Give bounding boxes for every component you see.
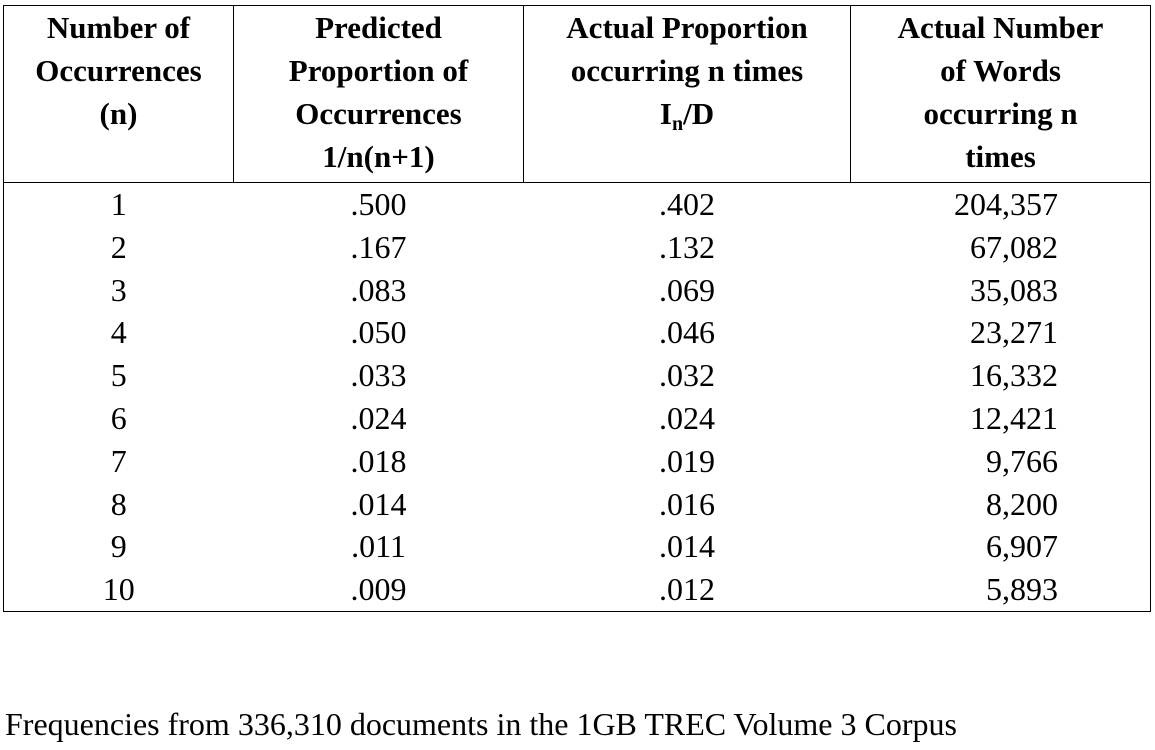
table-cell: .046 (659, 314, 715, 351)
table-cell: 8,200 (986, 485, 1058, 522)
table-cell: 4 (110, 314, 127, 351)
formula-tail: /D (683, 96, 715, 131)
header-line: Number of (46, 10, 191, 45)
table-cell: .083 (350, 271, 407, 308)
table-cell: .402 (659, 186, 715, 222)
header-formula: In/D (528, 92, 846, 135)
table-row: 3 .083 .069 35,083 (4, 269, 1151, 312)
table-cell: .032 (659, 357, 715, 394)
table-cell: 1 (110, 186, 127, 222)
table-cell: .500 (350, 186, 407, 222)
header-line: Actual Proportion (566, 10, 808, 45)
table-cell: 6 (110, 399, 127, 436)
table-cell: .014 (659, 528, 715, 565)
header-line: Occurrences (35, 53, 202, 88)
header-cell: Number of Occurrences (n) (3, 5, 234, 183)
table-cell: 23,271 (970, 314, 1058, 351)
header-line: of Words (940, 53, 1061, 88)
table-row: 9 .011 .014 6,907 (4, 525, 1151, 568)
table-cell: .167 (350, 228, 407, 265)
table-cell: 5 (110, 357, 127, 394)
header-line: occurring n times (570, 53, 804, 88)
table-cell: 5,893 (986, 571, 1058, 608)
table-row: 4 .050 .046 23,271 (4, 311, 1151, 354)
formula-base: I (659, 96, 672, 131)
frequency-table: Number of Occurrences (n) Predicted Proporti… (3, 5, 1151, 612)
header-line: Actual Number (897, 10, 1104, 45)
table-cell: 16,332 (970, 357, 1058, 394)
table-cell: .050 (350, 314, 407, 351)
table-row: 2 .167 .132 67,082 (4, 226, 1151, 269)
table-cell: 35,083 (970, 271, 1058, 308)
header-line: 1/n(n+1) (322, 139, 435, 174)
table-cell: 10 (102, 571, 135, 608)
table-cell: 9 (110, 528, 127, 565)
table-row: 1 .500 .402 204,357 (4, 183, 1151, 226)
header-line: Occurrences (295, 96, 462, 131)
table-cell: .069 (659, 271, 715, 308)
header-cell: Actual Number of Words occurring n times (850, 5, 1151, 183)
table-row: 10 .009 .012 5,893 (4, 568, 1151, 611)
table-cell: 7 (110, 442, 127, 479)
header-line: occurring n (923, 96, 1078, 131)
table-cell: .018 (350, 442, 407, 479)
header-row: Number of Occurrences (n) Predicted Proporti… (3, 5, 1151, 183)
table-cell: 8 (110, 485, 127, 522)
header-line: Proportion of (288, 53, 469, 88)
table-cell: 6,907 (986, 528, 1058, 565)
table-cell: .033 (350, 357, 407, 394)
header-cell: Actual Proportion occurring n times In/D (523, 5, 851, 183)
table-cell: .014 (350, 485, 407, 522)
table-row: 7 .018 .019 9,766 (4, 440, 1151, 483)
table-row: 6 .024 .024 12,421 (4, 397, 1151, 440)
table-cell: 204,357 (954, 186, 1058, 222)
table-cell: 67,082 (970, 228, 1058, 265)
table-cell: 9,766 (986, 442, 1058, 479)
table-cell: .019 (659, 442, 715, 479)
table-cell: .132 (659, 228, 715, 265)
header-line: times (965, 139, 1036, 174)
header-line: Predicted (315, 10, 442, 45)
table-cell: .016 (659, 485, 715, 522)
formula-subscript: n (671, 113, 684, 135)
table-cell: .009 (350, 571, 407, 608)
table-cell: .024 (659, 399, 715, 436)
caption: Frequencies from 336,310 documents in th… (5, 706, 957, 742)
table-row: 5 .033 .032 16,332 (4, 354, 1151, 397)
table-cell: 12,421 (970, 399, 1058, 436)
table-cell: 2 (110, 228, 127, 265)
header-line: (n) (99, 96, 138, 131)
header-cell: Predicted Proportion of Occurrences 1/n(n+1… (233, 5, 524, 183)
table-cell: 3 (110, 271, 127, 308)
table-body: 1 .500 .402 204,357 2 .167 .132 67,082 3 .083 .069… (4, 183, 1151, 612)
table-cell: .024 (350, 399, 407, 436)
table-cell: .012 (659, 571, 715, 608)
table-cell: .011 (351, 528, 406, 565)
table-row: 8 .014 .016 8,200 (4, 483, 1151, 526)
